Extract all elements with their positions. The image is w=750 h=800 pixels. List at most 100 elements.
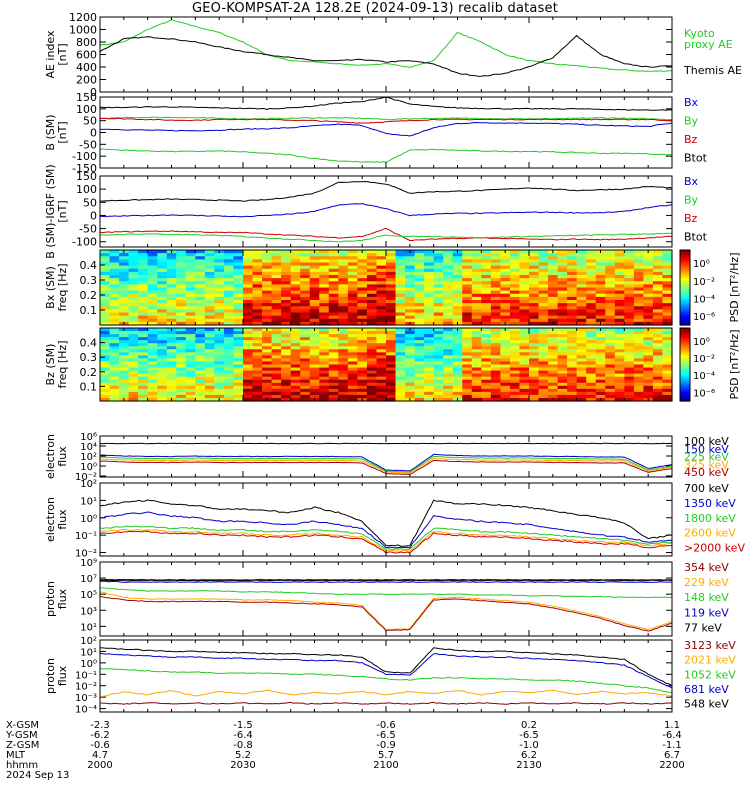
heatmap-cell <box>424 343 435 347</box>
heatmap-cell <box>557 253 568 257</box>
heatmap-cell <box>481 328 492 332</box>
heatmap-cell <box>176 385 187 390</box>
heatmap-cell <box>424 296 435 301</box>
heatmap-cell <box>490 346 501 350</box>
heatmap-cell <box>100 275 111 279</box>
spec_bz-colorbar-label: PSD [nT²/Hz] <box>728 329 741 399</box>
spec_bx-colorbar <box>680 250 690 326</box>
heatmap-cell <box>138 385 149 390</box>
heatmap-cell <box>424 358 435 363</box>
heatmap-cell <box>309 361 320 366</box>
heatmap-cell <box>624 337 635 341</box>
colorbar-cell <box>680 349 690 353</box>
heatmap-cell <box>424 312 435 317</box>
heatmap-cell <box>147 382 158 387</box>
ehi-series-1350-kev <box>100 511 672 549</box>
heatmap-cell <box>109 303 120 307</box>
heatmap-cell <box>347 259 358 264</box>
heatmap-cell <box>176 379 187 384</box>
heatmap-cell <box>147 397 158 402</box>
heatmap-cell <box>223 361 235 366</box>
heatmap-cell <box>233 373 244 378</box>
heatmap-cell <box>414 358 425 363</box>
heatmap-cell <box>433 361 444 366</box>
heatmap-cell <box>490 352 501 356</box>
heatmap-cell <box>567 259 578 264</box>
heatmap-cell <box>195 300 206 304</box>
heatmap-cell <box>490 296 501 301</box>
heatmap-cell <box>595 352 606 356</box>
heatmap-cell <box>481 358 492 363</box>
heatmap-cell <box>548 275 559 279</box>
colorbar-cell <box>680 371 690 375</box>
heatmap-cell <box>643 265 654 270</box>
heatmap-cell <box>433 300 444 304</box>
heatmap-cell <box>185 318 196 323</box>
heatmap-cell <box>328 352 339 356</box>
heatmap-cell <box>347 306 358 310</box>
heatmap-cell <box>614 361 625 366</box>
heatmap-cell <box>662 376 673 381</box>
heatmap-cell <box>376 265 387 270</box>
heatmap-cell <box>223 275 235 279</box>
heatmap-cell <box>223 355 235 360</box>
heatmap-cell <box>233 367 244 372</box>
heatmap-cell <box>166 290 177 295</box>
heatmap-cell <box>652 358 664 363</box>
heatmap-cell <box>624 373 635 378</box>
heatmap-cell <box>548 290 559 295</box>
heatmap-cell <box>443 388 454 393</box>
heatmap-cell <box>576 349 587 353</box>
heatmap-cell <box>633 321 644 326</box>
heatmap-cell <box>328 268 339 273</box>
ehi-ytick-label: 10¹ <box>80 496 97 507</box>
heatmap-cell <box>366 275 378 279</box>
heatmap-cell <box>366 331 378 335</box>
heatmap-cell <box>309 309 320 314</box>
heatmap-cell <box>490 256 501 260</box>
heatmap-cell <box>281 385 292 390</box>
heatmap-cell <box>529 259 540 264</box>
heatmap-cell <box>347 382 358 387</box>
heatmap-cell <box>538 331 549 335</box>
heatmap-cell <box>386 268 397 273</box>
heatmap-cell <box>624 290 635 295</box>
heatmap-cell <box>433 376 444 381</box>
heatmap-cell <box>281 361 292 366</box>
heatmap-cell <box>214 278 225 282</box>
heatmap-cell <box>309 331 320 335</box>
colorbar-cell <box>680 359 690 362</box>
heatmap-cell <box>586 382 597 387</box>
heatmap-cell <box>386 293 397 298</box>
heatmap-cell <box>347 271 358 276</box>
heatmap-cell <box>652 385 664 390</box>
heatmap-cell <box>376 346 387 350</box>
heatmap-cell <box>471 355 482 360</box>
heatmap-cell <box>576 287 587 292</box>
heatmap-cell <box>548 382 559 387</box>
heatmap-cell <box>662 337 673 341</box>
heatmap-cell <box>100 355 111 360</box>
heatmap-cell <box>481 331 492 335</box>
heatmap-cell <box>319 388 330 393</box>
heatmap-cell <box>157 306 168 310</box>
heatmap-cell <box>652 293 664 298</box>
coord-row-label: MLT <box>6 750 26 761</box>
spec_bx-colorbar-tick: 10⁻⁶ <box>693 312 715 323</box>
heatmap-cell <box>166 385 177 390</box>
heatmap-cell <box>576 303 587 307</box>
heatmap-cell <box>652 290 664 295</box>
heatmap-cell <box>433 281 444 285</box>
heatmap-cell <box>529 352 540 356</box>
heatmap-cell <box>586 296 597 301</box>
heatmap-cell <box>538 346 549 350</box>
heatmap-cell <box>652 312 664 317</box>
heatmap-cell <box>376 278 387 282</box>
heatmap-cell <box>281 303 292 307</box>
heatmap-cell <box>605 303 616 307</box>
heatmap-cell <box>281 373 292 378</box>
heatmap-cell <box>233 284 244 289</box>
heatmap-cell <box>376 287 387 292</box>
heatmap-cell <box>176 352 187 356</box>
heatmap-cell <box>462 253 473 257</box>
